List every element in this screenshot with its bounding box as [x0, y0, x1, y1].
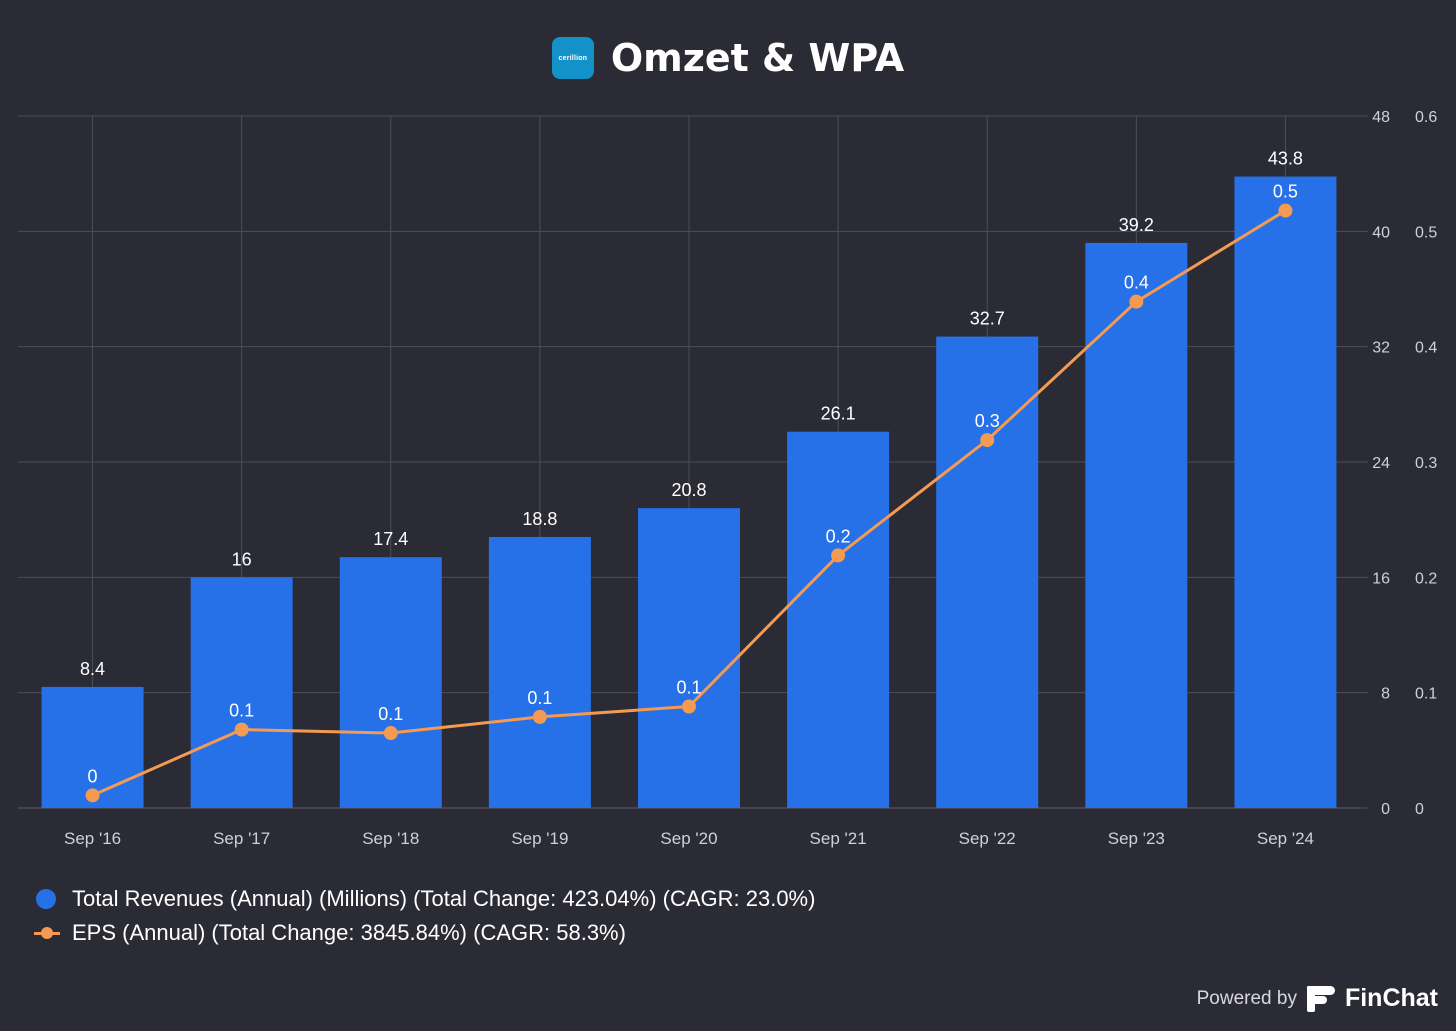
x-tick-label: Sep '24	[1257, 829, 1314, 848]
eps-point-label: 0.5	[1273, 182, 1298, 202]
eps-point	[682, 699, 696, 714]
x-tick-label: Sep '20	[660, 829, 717, 848]
y-right-tick-label: 0.4	[1415, 340, 1437, 357]
x-tick-label: Sep '19	[511, 829, 568, 848]
combo-chart: 0 0 8 0.1 16 0.2 24 0.3 32 0.4 40 0.5 48 0.6 8.4 16 17.4…	[18, 109, 1437, 848]
revenue-bar	[787, 431, 890, 808]
eps-point-label: 0.3	[975, 411, 1000, 431]
eps-point-label: 0.2	[826, 526, 851, 546]
y-right-tick-label: 0.5	[1415, 224, 1437, 241]
y-right-tick-label: 0.2	[1415, 570, 1437, 587]
eps-point	[532, 709, 547, 724]
revenue-bar	[1085, 242, 1188, 808]
legend-swatch-eps	[34, 923, 70, 943]
y-left-tick-label: 8	[1381, 686, 1390, 703]
eps-point	[234, 722, 249, 737]
legend-item-revenues[interactable]: Total Revenues (Annual) (Millions) (Tota…	[34, 882, 815, 916]
chart-legend: Total Revenues (Annual) (Millions) (Tota…	[34, 882, 815, 950]
y-left-tick-label: 0	[1381, 801, 1390, 818]
y-right-tick-label: 0.3	[1415, 455, 1437, 472]
revenue-bar	[1234, 176, 1337, 809]
footer: Powered by FinChat	[1197, 984, 1438, 1013]
y-left-tick-label: 24	[1372, 455, 1390, 472]
brand-name[interactable]: FinChat	[1344, 984, 1438, 1012]
y-right-tick-label: 0	[1415, 801, 1424, 818]
x-tick-label: Sep '17	[213, 829, 270, 848]
revenue-bar	[936, 336, 1039, 808]
revenue-bar-label: 17.4	[373, 529, 408, 549]
revenue-bar-label: 39.2	[1119, 215, 1154, 235]
y-left-tick-label: 16	[1372, 570, 1390, 587]
x-tick-label: Sep '16	[64, 829, 121, 848]
revenue-bar	[339, 557, 442, 808]
revenue-bar	[41, 686, 144, 808]
chart-header: cerillion Omzet & WPA	[0, 30, 1456, 86]
eps-point-label: 0.1	[676, 678, 701, 698]
y-right-tick-label: 0.1	[1415, 686, 1437, 703]
eps-point	[831, 548, 846, 563]
eps-point-label: 0.1	[527, 688, 552, 708]
revenue-bar-label: 16	[232, 549, 252, 569]
chart-title: Omzet & WPA	[610, 36, 905, 80]
eps-point	[1129, 294, 1144, 309]
eps-point	[980, 433, 995, 448]
eps-point	[383, 726, 398, 741]
revenue-bar	[638, 508, 740, 808]
y-right-tick-label: 0.6	[1415, 109, 1437, 126]
revenue-bar	[488, 536, 591, 808]
legend-swatch-revenues	[34, 889, 70, 909]
revenue-bar	[190, 577, 293, 808]
eps-point	[1278, 203, 1293, 218]
revenue-bar-label: 20.8	[671, 480, 706, 500]
revenue-bar-label: 18.8	[522, 509, 557, 529]
eps-point-label: 0.1	[229, 701, 254, 721]
company-logo-text: cerillion	[558, 54, 588, 62]
y-left-tick-label: 48	[1372, 109, 1390, 126]
revenue-bar-label: 43.8	[1268, 149, 1303, 169]
revenue-bar-label: 8.4	[80, 659, 105, 679]
x-tick-label: Sep '18	[362, 829, 419, 848]
company-logo: cerillion	[551, 37, 594, 79]
powered-by-text: Powered by	[1196, 987, 1297, 1009]
eps-point-label: 0.4	[1124, 273, 1149, 293]
legend-label-revenues: Total Revenues (Annual) (Millions) (Tota…	[72, 886, 816, 911]
y-left-tick-label: 32	[1372, 340, 1390, 357]
x-tick-label: Sep '23	[1108, 829, 1165, 848]
eps-point	[85, 788, 100, 803]
revenue-bar-label: 32.7	[970, 309, 1005, 329]
x-tick-label: Sep '22	[959, 829, 1016, 848]
revenue-bar-label: 26.1	[821, 404, 856, 424]
y-left-tick-label: 40	[1372, 224, 1390, 241]
legend-item-eps[interactable]: EPS (Annual) (Total Change: 3845.84%) (C…	[34, 916, 815, 950]
finchat-logo-icon	[1306, 985, 1335, 1012]
legend-label-eps: EPS (Annual) (Total Change: 3845.84%) (C…	[72, 920, 626, 945]
x-tick-label: Sep '21	[810, 829, 867, 848]
eps-point-label: 0	[88, 766, 98, 786]
eps-point-label: 0.1	[378, 704, 403, 724]
